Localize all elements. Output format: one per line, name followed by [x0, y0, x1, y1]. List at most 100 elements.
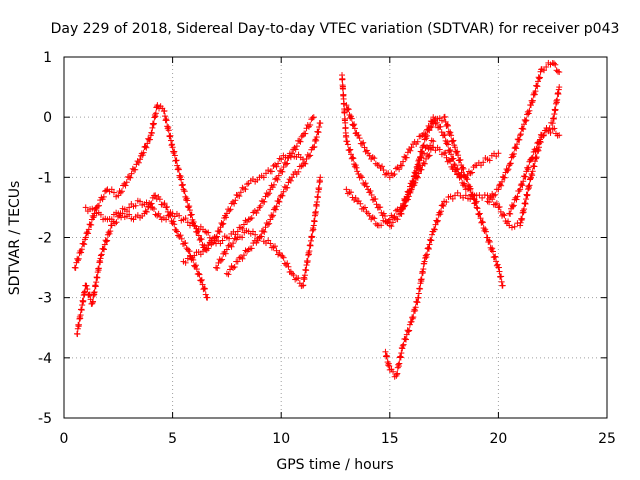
- data-point: [536, 74, 543, 81]
- data-point: [451, 144, 458, 151]
- data-point: [402, 335, 409, 342]
- data-point: [529, 154, 536, 161]
- data-point: [362, 180, 369, 187]
- data-point: [345, 106, 352, 113]
- chart-title: Day 229 of 2018, Sidereal Day-to-day VTE…: [51, 21, 620, 37]
- data-point: [489, 248, 496, 255]
- data-point: [273, 163, 280, 170]
- data-point: [551, 125, 558, 132]
- data-point: [182, 240, 189, 247]
- data-point: [249, 228, 256, 235]
- data-point: [453, 166, 460, 173]
- y-axis-label: SDTVAR / TECUs: [7, 181, 23, 296]
- data-point: [306, 248, 313, 255]
- data-point: [446, 148, 453, 155]
- data-point: [240, 252, 247, 259]
- data-point: [398, 162, 405, 169]
- data-point: [349, 154, 356, 161]
- data-point: [425, 245, 432, 252]
- data-point: [384, 220, 391, 227]
- data-point: [493, 200, 500, 207]
- data-point: [301, 272, 308, 279]
- data-point: [532, 88, 539, 95]
- data-point: [248, 215, 255, 222]
- data-point: [283, 161, 290, 168]
- data-point: [510, 150, 517, 157]
- data-point: [536, 140, 543, 147]
- data-point: [498, 182, 505, 189]
- data-point: [428, 237, 435, 244]
- data-point: [343, 186, 350, 193]
- data-point: [247, 215, 254, 222]
- data-point: [108, 222, 115, 229]
- data-point: [165, 212, 172, 219]
- data-point: [182, 259, 189, 266]
- data-point: [403, 331, 410, 338]
- data-point: [85, 230, 92, 237]
- data-point: [420, 266, 427, 273]
- data-point: [290, 272, 297, 279]
- data-point: [448, 132, 455, 139]
- data-point: [464, 172, 471, 179]
- data-point: [520, 178, 527, 185]
- data-point: [525, 164, 532, 171]
- data-point: [415, 170, 422, 177]
- data-point: [223, 270, 230, 277]
- data-point: [353, 164, 360, 171]
- data-point: [173, 228, 180, 235]
- data-point: [317, 174, 324, 181]
- data-point: [531, 91, 538, 98]
- data-point: [95, 202, 102, 209]
- data-point: [234, 258, 241, 265]
- data-point: [431, 226, 438, 233]
- data-point: [494, 261, 501, 268]
- data-point: [486, 238, 493, 245]
- data-point: [103, 238, 110, 245]
- data-point: [536, 75, 543, 82]
- data-point: [201, 285, 208, 292]
- data-point: [132, 202, 139, 209]
- data-point: [493, 258, 500, 265]
- data-point: [386, 174, 393, 181]
- data-point: [405, 328, 412, 335]
- data-point: [228, 243, 235, 250]
- data-point: [161, 113, 168, 120]
- data-point: [357, 200, 364, 207]
- data-point: [232, 197, 239, 204]
- y-tick-label: -1: [38, 170, 52, 186]
- data-point: [313, 137, 320, 144]
- data-point: [394, 370, 401, 377]
- data-point: [426, 241, 433, 248]
- data-point: [302, 160, 309, 167]
- data-point: [88, 221, 95, 228]
- data-point: [372, 195, 379, 202]
- data-point: [195, 232, 202, 239]
- data-point: [312, 208, 319, 215]
- data-point: [395, 363, 402, 370]
- data-point: [257, 233, 264, 240]
- data-point: [476, 192, 483, 199]
- data-point: [477, 215, 484, 222]
- data-point: [163, 216, 170, 223]
- data-point: [355, 132, 362, 139]
- data-point: [360, 139, 367, 146]
- data-point: [489, 245, 496, 252]
- data-point: [350, 155, 357, 162]
- data-point: [520, 121, 527, 128]
- data-point: [236, 193, 243, 200]
- data-point: [529, 97, 536, 104]
- data-point: [420, 142, 427, 149]
- data-point: [425, 153, 432, 160]
- data-point: [284, 160, 291, 167]
- data-point: [110, 189, 117, 196]
- data-point: [552, 106, 559, 113]
- data-point: [74, 257, 81, 264]
- data-point: [418, 166, 425, 173]
- data-point: [410, 177, 417, 184]
- data-point: [459, 164, 466, 171]
- data-point: [72, 264, 79, 271]
- data-point: [552, 61, 559, 68]
- data-point: [408, 144, 415, 151]
- data-point: [410, 314, 417, 321]
- data-point: [242, 217, 249, 224]
